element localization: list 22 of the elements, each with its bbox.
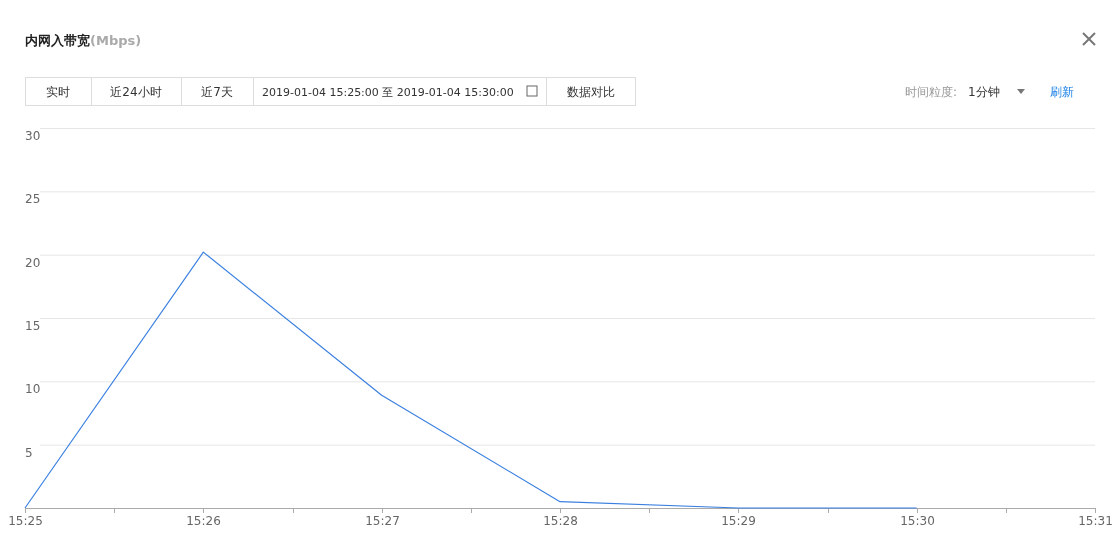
text: 刷新 [1050,85,1074,99]
chart-title: 内网入带宽(Mbps) [25,33,142,48]
x-tick-label: 15:25 [8,514,43,528]
text: 1分钟 [968,85,1000,99]
text: 数据对比 [566,85,615,99]
x-tick-label: 15:28 [543,514,578,528]
y-tick-label: 10 [25,382,41,397]
text: 2019-01-04 15:25:00 至 2019-01-04 15:30:00 [262,86,514,99]
text: 近24小时 [110,85,162,99]
x-tick-label: 15:30 [900,514,935,528]
y-tick-label: 20 [25,255,41,270]
x-tick-label: 15:26 [186,514,221,528]
y-tick-label: 15 [25,319,41,333]
text: 实时 [46,85,70,99]
x-tick-label: 15:31 [1078,514,1113,528]
x-tick-label: 15:29 [721,514,756,528]
x-tick-label: 15:27 [365,514,400,528]
text: 近7天 [201,85,233,99]
y-tick-label: 25 [25,192,41,207]
y-tick-label: 30 [25,129,41,143]
text: 时间粒度: [905,85,958,99]
y-tick-label: 5 [25,445,33,460]
